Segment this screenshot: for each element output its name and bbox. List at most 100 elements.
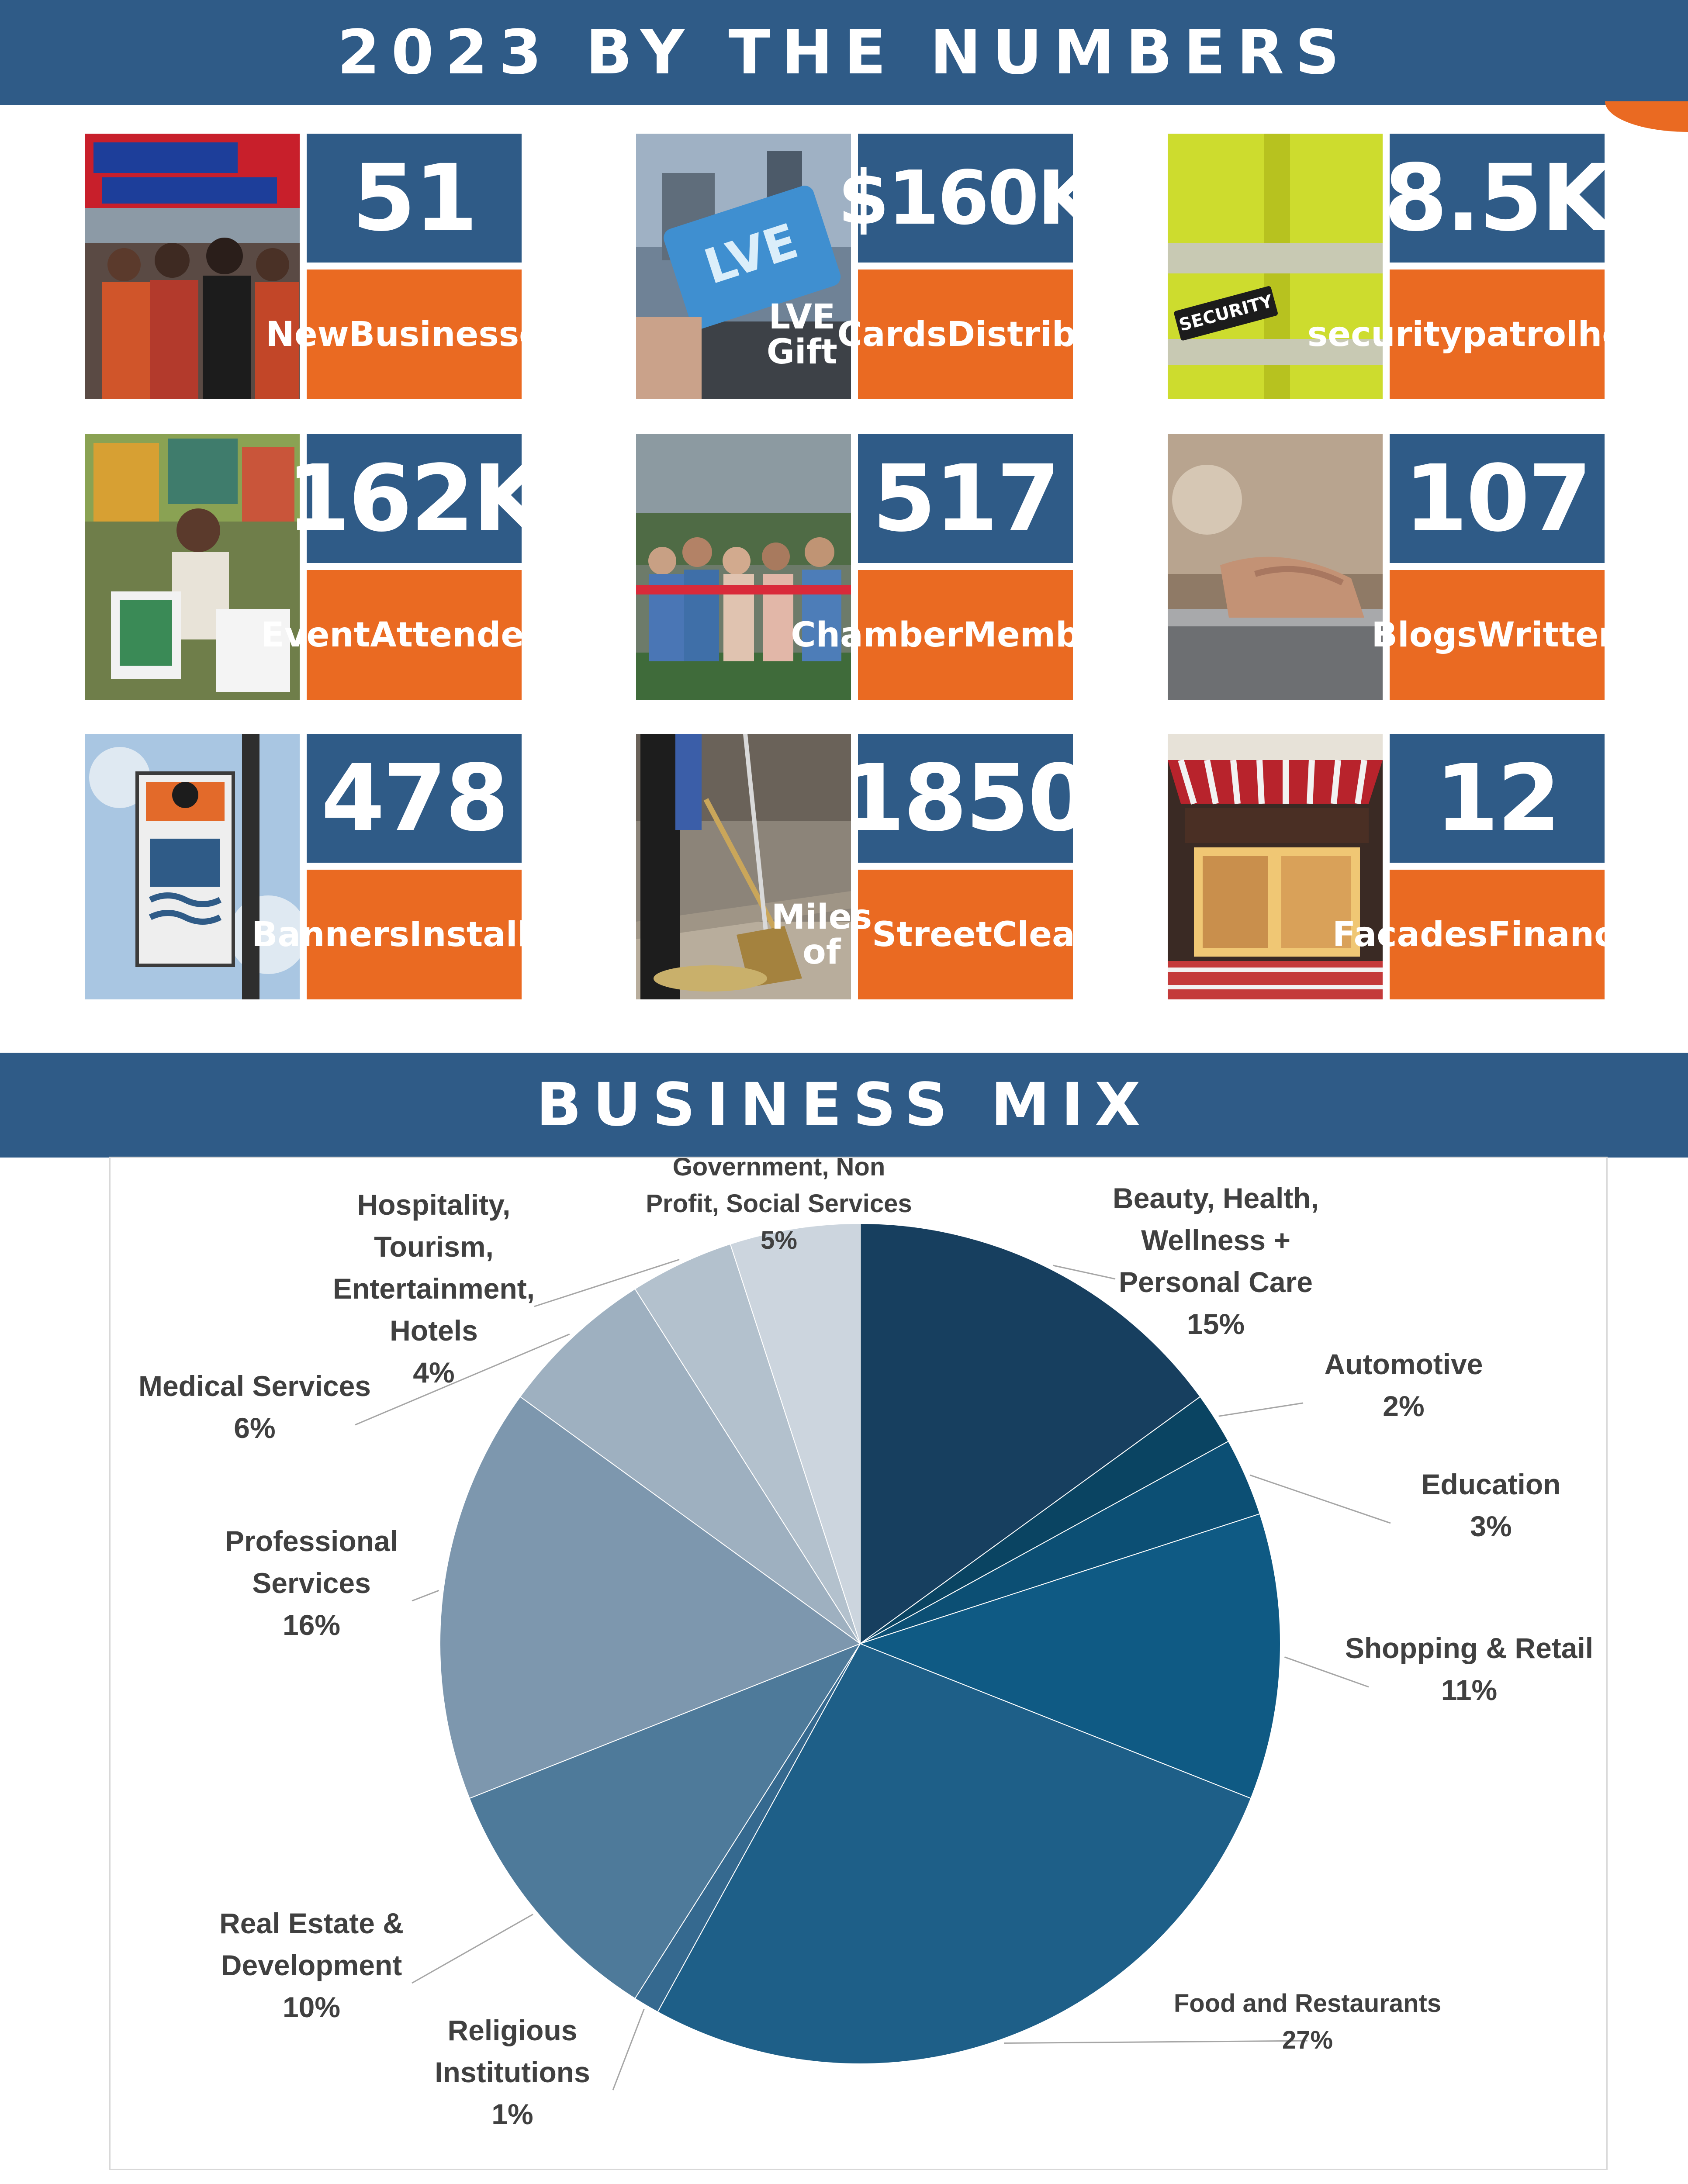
pie-label-line: Automotive: [1325, 1348, 1483, 1380]
stat-label-line: Written: [1477, 615, 1623, 655]
stat-label: Event Attendees: [261, 570, 567, 700]
pie-label-line: Shopping & Retail: [1345, 1632, 1593, 1664]
pie-label-line: Religious: [447, 2014, 577, 2046]
grand-opening-photo: [85, 134, 300, 399]
pie-slice: [860, 1223, 1201, 1645]
stat-label: New Businesses: [266, 270, 563, 399]
stat-label-line: Blogs: [1371, 615, 1477, 655]
stat-value: 12: [1390, 734, 1605, 863]
stat-value: 51: [307, 134, 522, 263]
stat-label-line: Businesses: [349, 314, 563, 354]
stat-label-line: Installed: [409, 915, 577, 954]
pie-slice: [730, 1223, 861, 1644]
pie-label-percent: 5%: [761, 1226, 797, 1254]
stat-label: Blogs Written: [1372, 570, 1622, 700]
street-sweeping-photo: [636, 734, 851, 999]
stat-label: Facades Financed: [1332, 870, 1662, 999]
pie-leader-line: [1249, 1474, 1391, 1524]
stat-label-line: Chamber: [791, 615, 963, 655]
stat-value: $160K: [838, 134, 1095, 263]
pie-label-line: Wellness +: [1141, 1224, 1290, 1256]
stat-value: 517: [858, 434, 1073, 563]
stat-card: 1850 Miles of Street Cleaning: [636, 734, 1159, 999]
pie-label-line: Real Estate &: [219, 1907, 404, 1939]
stat-card: 12 Facades Financed: [1168, 734, 1662, 999]
pie-label-line: Services: [252, 1567, 371, 1599]
pie-slice-label: Government, Non Profit, Social Services 5%: [646, 1158, 912, 1254]
pie-label-percent: 10%: [283, 1991, 340, 2023]
stat-card: 162K Event Attendees: [85, 434, 567, 700]
pie-label-line: Professional: [225, 1525, 398, 1557]
pie-label-line: Tourism,: [374, 1230, 494, 1263]
mix-heading: BUSINESS MIX: [536, 1071, 1152, 1140]
pie-slice-label: Education 3%: [1421, 1468, 1560, 1542]
stat-label: Miles of Street Cleaning: [771, 870, 1159, 999]
stat-label-line: Distributed: [947, 314, 1165, 354]
pie-label-line: Institutions: [435, 2056, 590, 2088]
pie-slice-label: Shopping & Retail 11%: [1345, 1632, 1593, 1706]
orange-swoosh-decoration: [1605, 101, 1688, 132]
stat-label-line: hours: [1577, 314, 1687, 354]
stat-value: 107: [1390, 434, 1605, 563]
pie-label-line: Beauty, Health,: [1113, 1182, 1319, 1214]
pie-slice-label: Religious Institutions 1%: [435, 2014, 590, 2130]
pie-slice: [439, 1396, 861, 1799]
pie-slice-label: Real Estate & Development 10%: [219, 1907, 404, 2023]
stat-label-line: Members: [963, 615, 1140, 655]
pie-slice-label: Automotive 2%: [1325, 1348, 1483, 1422]
stat-card: 107 Blogs Written: [1168, 434, 1622, 700]
pie-label-percent: 2%: [1383, 1390, 1424, 1422]
stat-card: 478 Banners Installed: [85, 734, 577, 999]
stat-value: 1850: [841, 734, 1091, 863]
pie-slice: [469, 1642, 861, 1999]
pie-label-percent: 16%: [283, 1609, 340, 1641]
stat-label: LVE Gift Cards Distributed: [767, 270, 1164, 399]
pie-label-percent: 4%: [413, 1356, 454, 1389]
pie-slice-label: Food and Restaurants 27%: [1174, 1989, 1441, 2054]
pie-leader-line: [612, 2009, 645, 2091]
pie-slice-label: Hospitality, Tourism, Entertainment, Hotels…: [333, 1189, 535, 1389]
ribbon-cutting-photo: [636, 434, 851, 700]
stat-label-line: Miles of: [771, 897, 872, 972]
stat-value: 8.5K: [1384, 134, 1612, 263]
security-jacket-photo: SECURITY: [1168, 134, 1383, 399]
pie-slice: [634, 1243, 861, 1644]
pie-label-line: Personal Care: [1119, 1266, 1313, 1298]
pie-label-percent: 3%: [1470, 1510, 1512, 1542]
stat-label-line: Cards: [837, 314, 947, 354]
pie-label-percent: 11%: [1441, 1674, 1497, 1706]
stat-card: 51 New Businesses: [85, 134, 563, 399]
pie-label-line: Government, Non: [673, 1158, 886, 1181]
stat-label-line: Event: [261, 615, 370, 655]
art-fair-photo: [85, 434, 300, 700]
pie-leader-line: [355, 1334, 570, 1426]
numbers-heading: 2023 BY THE NUMBERS: [337, 17, 1351, 88]
stat-label-line: Attendees: [370, 615, 567, 655]
stat-card: LVE $160K LVE Gift Cards Distributed: [636, 134, 1164, 399]
pie-label-percent: 15%: [1187, 1308, 1245, 1340]
stat-card: 517 Chamber Members: [636, 434, 1140, 700]
pie-slice-label: Medical Services 6%: [138, 1370, 371, 1444]
pie-label-line: Development: [221, 1949, 402, 1981]
pie-label-line: Education: [1421, 1468, 1560, 1500]
pie-label-line: Hospitality,: [357, 1189, 511, 1221]
pie-label-line: Profit, Social Services: [646, 1189, 912, 1218]
pie-slice: [519, 1288, 861, 1644]
pie-label-percent: 1%: [491, 2098, 533, 2130]
business-mix-chart: Beauty, Health, Wellness + Personal Care 15…: [109, 1157, 1608, 2170]
pie-label-line: Medical Services: [138, 1370, 371, 1402]
storefront-facade-photo: [1168, 734, 1383, 999]
pie-label-percent: 27%: [1282, 2026, 1333, 2054]
pie-leader-line: [412, 1590, 439, 1602]
pie-leader-line: [412, 1914, 533, 1984]
stat-label-line: Financed: [1487, 915, 1662, 954]
stat-label-line: Facades: [1332, 915, 1488, 954]
pie-label-percent: 6%: [234, 1412, 275, 1444]
mix-banner: BUSINESS MIX: [0, 1053, 1688, 1158]
pie-leader-line: [1004, 2040, 1308, 2044]
stat-label-line: New: [266, 314, 349, 354]
stat-label-line: Banners: [251, 915, 409, 954]
stat-label-line: Street: [872, 915, 993, 954]
gift-card-photo: LVE: [636, 134, 851, 399]
stat-label: Banners Installed: [252, 870, 577, 999]
